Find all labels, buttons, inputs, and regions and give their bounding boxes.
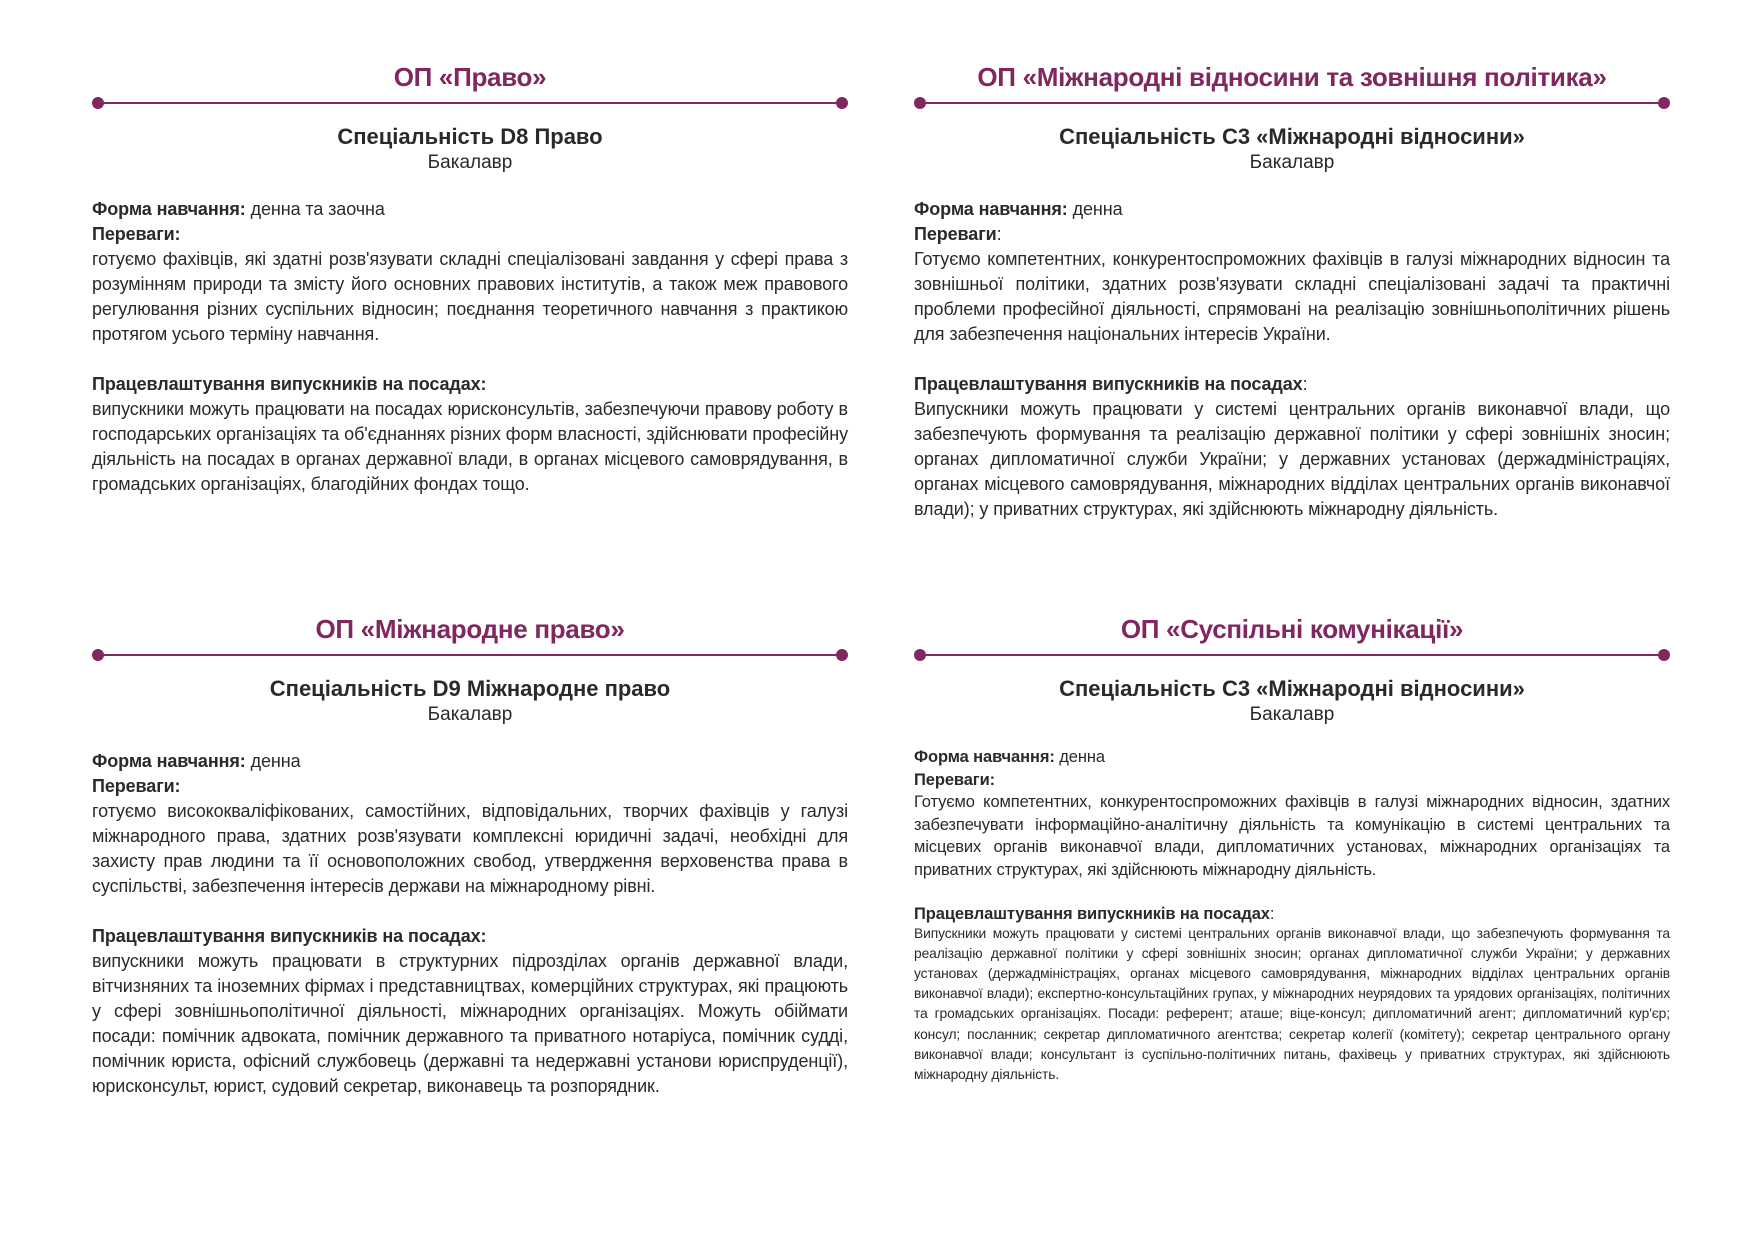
- program-section: ОП «Міжнародні відносини та зовнішня пол…: [914, 62, 1670, 522]
- program-title: ОП «Суспільні комунікації»: [1120, 614, 1464, 644]
- divider: [92, 96, 848, 110]
- advantages-label: Переваги:: [92, 224, 181, 244]
- program-title: ОП «Міжнародне право»: [315, 614, 625, 644]
- advantages-text: Готуємо компетентних, конкурентоспроможн…: [914, 793, 1670, 879]
- employment-label: Працевлаштування випускників на посадах:: [914, 904, 1275, 923]
- program-body: Форма навчання: денна Переваги: Готуємо …: [914, 746, 1670, 1085]
- study-form: Форма навчання: денна та заочна: [92, 199, 385, 219]
- program-body: Форма навчання: денна та заочна Переваги…: [92, 197, 848, 497]
- employment-label: Працевлаштування випускників на посадах:: [914, 374, 1308, 394]
- program-section: ОП «Суспільні комунікації» Спеціальність…: [914, 614, 1670, 1085]
- study-form: Форма навчання: денна: [914, 748, 1105, 766]
- degree-label: Бакалавр: [427, 152, 513, 173]
- study-form: Форма навчання: денна: [914, 199, 1123, 219]
- employment-label: Працевлаштування випускників на посадах:: [92, 374, 487, 394]
- advantages-label: Переваги:: [914, 770, 996, 789]
- employment-text: випускники можуть працювати на посадах ю…: [92, 399, 848, 494]
- program-section: ОП «Міжнародне право» Спеціальність D9 М…: [92, 614, 848, 1099]
- advantages-text: готуємо висококваліфікованих, самостійни…: [92, 801, 848, 896]
- degree-label: Бакалавр: [1249, 152, 1335, 173]
- specialty-title: Спеціальність D9 Міжнародне право: [269, 676, 671, 701]
- advantages-text: готуємо фахівців, які здатні розв'язуват…: [92, 249, 848, 344]
- employment-label: Працевлаштування випускників на посадах:: [92, 926, 487, 946]
- study-form: Форма навчання: денна: [92, 751, 301, 771]
- program-title: ОП «Право»: [393, 62, 547, 92]
- program-body: Форма навчання: денна Переваги: Готуємо …: [914, 197, 1670, 522]
- advantages-label: Переваги:: [92, 776, 181, 796]
- program-title: ОП «Міжнародні відносини та зовнішня пол…: [977, 62, 1607, 92]
- program-section: ОП «Право» Спеціальність D8 Право Бакала…: [92, 62, 848, 497]
- employment-text: Випускники можуть працювати у системі це…: [914, 925, 1670, 1082]
- employment-text: випускники можуть працювати в структурни…: [92, 951, 848, 1096]
- divider: [92, 648, 848, 662]
- advantages-label: Переваги:: [914, 224, 1002, 244]
- degree-label: Бакалавр: [1249, 704, 1335, 725]
- advantages-text: Готуємо компетентних, конкурентоспроможн…: [914, 249, 1670, 344]
- specialty-title: Спеціальність С3 «Міжнародні відносини»: [1059, 676, 1525, 701]
- specialty-title: Спеціальність С3 «Міжнародні відносини»: [1059, 124, 1525, 149]
- degree-label: Бакалавр: [427, 704, 513, 725]
- employment-text: Випускники можуть працювати у системі це…: [914, 399, 1670, 519]
- divider: [914, 648, 1670, 662]
- program-body: Форма навчання: денна Переваги: готуємо …: [92, 749, 848, 1099]
- divider: [914, 96, 1670, 110]
- specialty-title: Спеціальність D8 Право: [337, 124, 603, 149]
